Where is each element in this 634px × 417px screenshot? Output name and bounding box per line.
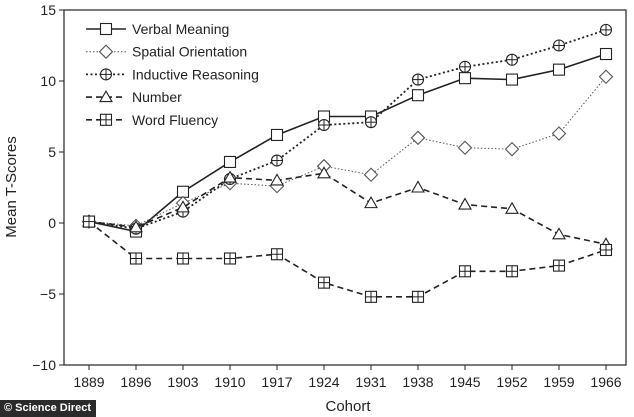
x-tick-label: 1938	[402, 374, 433, 390]
legend: Verbal Meaning Spatial Orientation Inducti…	[86, 21, 259, 128]
data-point-verbal-meaning	[270, 128, 284, 142]
data-point-spatial-orientation	[551, 126, 567, 141]
x-tick-label: 1959	[543, 374, 574, 390]
y-tick-label: −10	[32, 357, 56, 373]
plot-frame	[63, 9, 627, 366]
data-point-number	[505, 201, 519, 214]
x-tick-label: 1952	[496, 374, 527, 390]
x-tick-label: 1931	[355, 374, 386, 390]
data-point-spatial-orientation	[598, 69, 614, 85]
series-number	[82, 166, 613, 250]
data-point-spatial-orientation	[457, 140, 473, 156]
x-tick-label: 1903	[167, 374, 198, 390]
series-word-fluency	[82, 215, 613, 303]
y-tick-label: 5	[48, 144, 56, 160]
legend-label-spatial-orientation: Spatial Orientation	[132, 44, 247, 60]
series-line-verbal-meaning	[88, 53, 607, 233]
data-point-number	[129, 220, 143, 233]
data-point-number	[317, 166, 331, 179]
legend-item-inductive-reasoning: Inductive Reasoning	[86, 66, 259, 82]
y-tick-label: 0	[48, 215, 56, 231]
legend-item-word-fluency: Word Fluency	[86, 112, 218, 128]
data-point-spatial-orientation	[504, 141, 520, 157]
data-point-spatial-orientation	[363, 167, 379, 182]
data-point-verbal-meaning	[411, 89, 425, 102]
legend-label-verbal-meaning: Verbal Meaning	[132, 21, 229, 37]
legend-marker-number	[99, 89, 113, 103]
series-line-word-fluency	[88, 220, 607, 298]
series-line-number	[88, 172, 607, 246]
x-tick-label: 1896	[120, 374, 151, 390]
legend-item-number: Number	[86, 89, 182, 105]
data-point-verbal-meaning	[599, 47, 613, 61]
x-tick-label: 1924	[308, 374, 339, 390]
data-point-verbal-meaning	[458, 72, 472, 85]
y-tick-label: 15	[40, 2, 56, 18]
legend-marker-verbal-meaning	[99, 22, 113, 36]
legend-label-inductive-reasoning: Inductive Reasoning	[132, 66, 259, 82]
x-tick-label: 1966	[590, 374, 621, 390]
data-point-verbal-meaning	[552, 63, 566, 76]
data-point-verbal-meaning	[223, 155, 237, 168]
legend-label-number: Number	[132, 89, 182, 105]
x-tick-label: 1945	[449, 374, 480, 390]
legend-marker-spatial-orientation	[98, 44, 114, 59]
series-line-spatial-orientation	[88, 76, 607, 227]
data-point-verbal-meaning	[505, 73, 519, 86]
x-tick-label: 1889	[73, 374, 104, 390]
data-point-number	[176, 200, 190, 213]
data-point-number	[270, 173, 284, 186]
legend-item-verbal-meaning: Verbal Meaning	[86, 21, 229, 37]
y-tick-label: −5	[40, 286, 56, 302]
data-point-number	[552, 227, 566, 240]
axes: −10 −5 0 5 10 15 1889 1896 1903 1910 1917 1924 1931 1…	[32, 2, 627, 390]
data-point-spatial-orientation	[410, 130, 426, 146]
y-tick-label: 10	[40, 73, 56, 89]
x-tick-label: 1910	[214, 374, 245, 390]
x-axis-label: Cohort	[325, 398, 371, 415]
data-point-number	[223, 170, 237, 183]
data-point-verbal-meaning	[176, 185, 190, 198]
legend-item-spatial-orientation: Spatial Orientation	[86, 44, 247, 60]
data-point-number	[411, 180, 425, 193]
data-point-number	[364, 196, 378, 209]
series-layer	[81, 23, 614, 303]
data-point-number	[458, 197, 472, 210]
science-direct-watermark: © Science Direct	[0, 400, 96, 417]
y-axis-label: Mean T-Scores	[3, 136, 20, 237]
x-tick-label: 1917	[261, 374, 292, 390]
legend-label-word-fluency: Word Fluency	[132, 112, 218, 128]
